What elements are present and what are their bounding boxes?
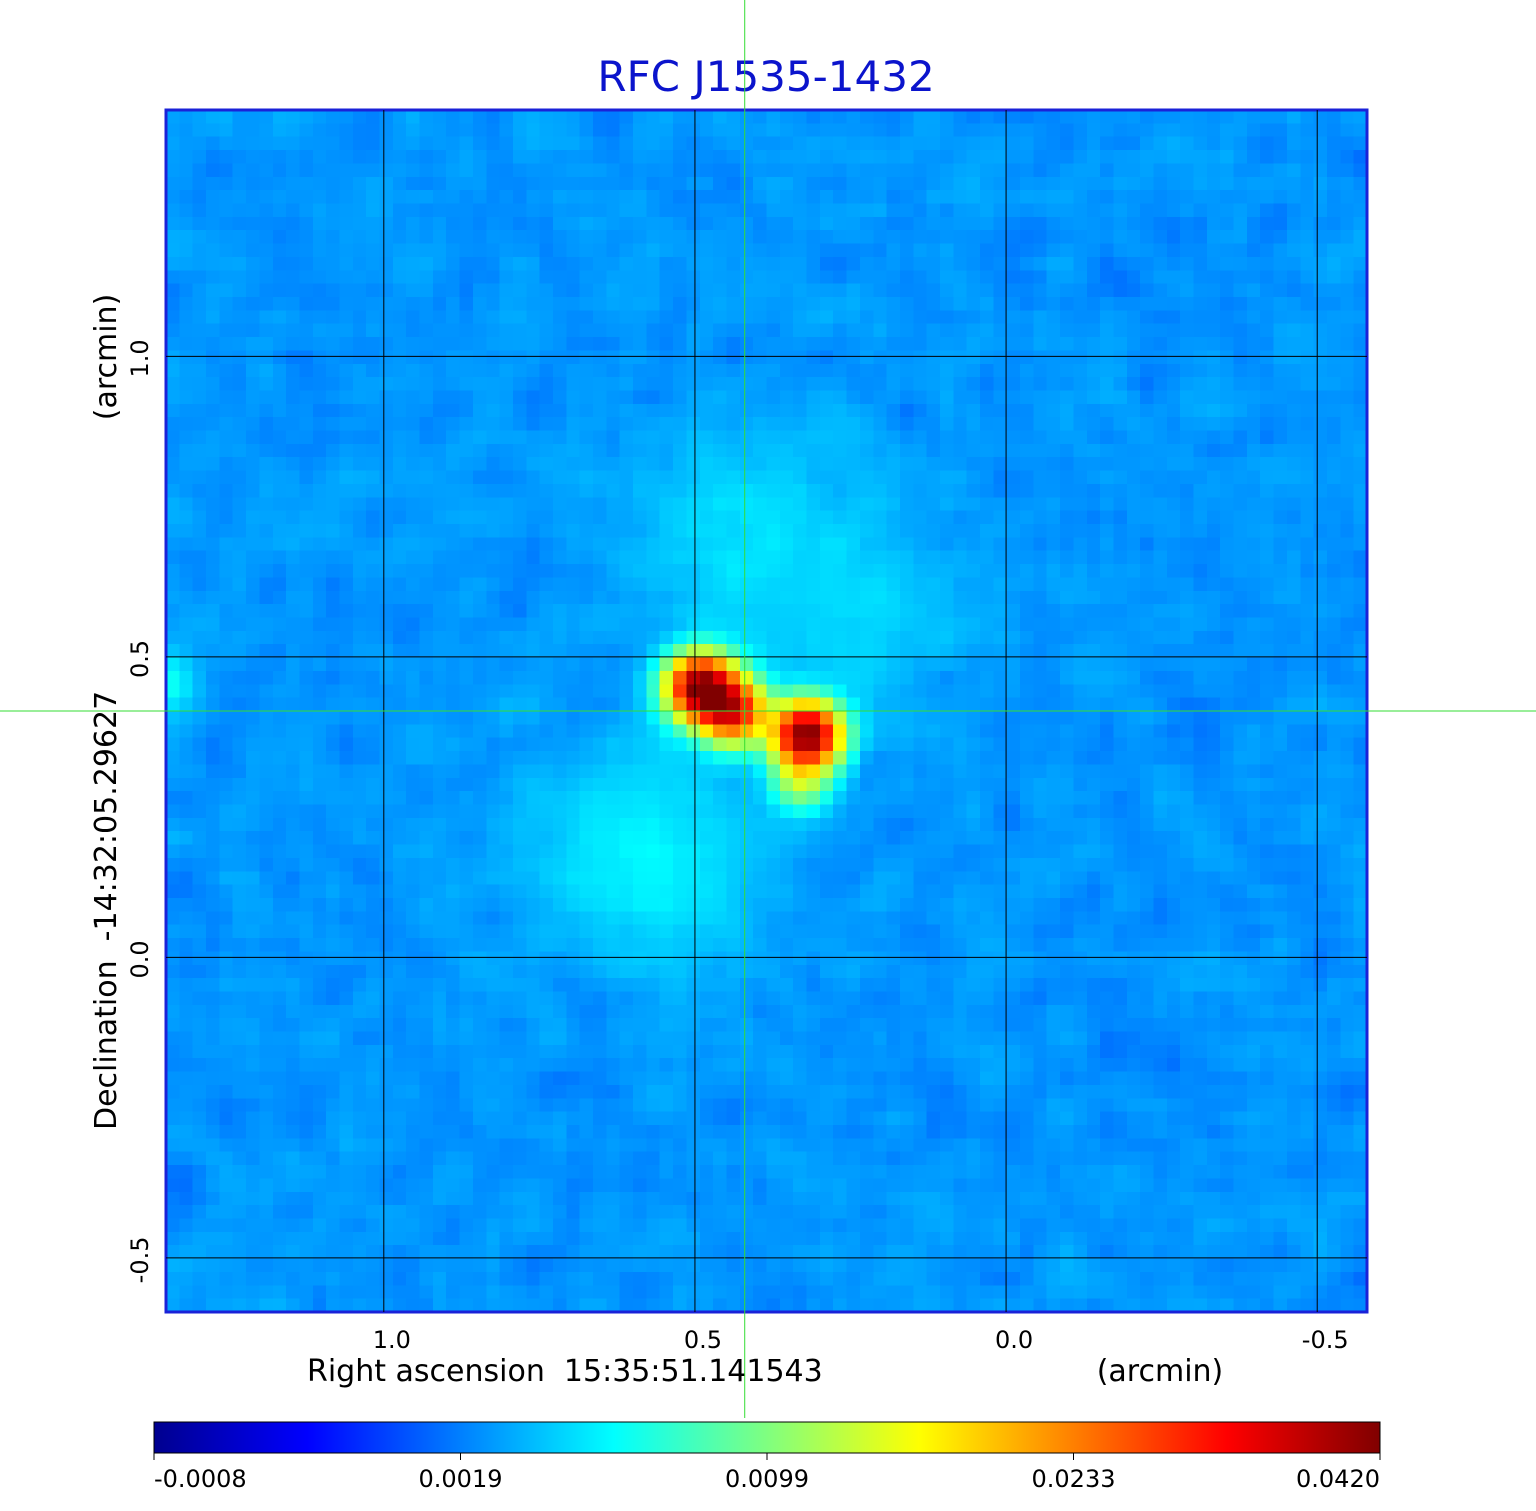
colorbar-label: -0.0008 <box>154 1465 247 1493</box>
x-tick-label: 0.0 <box>995 1326 1033 1354</box>
crosshair <box>0 0 1536 1418</box>
colorbar-label: 0.0233 <box>1032 1465 1116 1493</box>
x-axis-label: Right ascension 15:35:51.141543 <box>307 1354 823 1389</box>
y-tick-label: 0.0 <box>126 940 154 978</box>
y-tick-label: -0.5 <box>126 1236 154 1283</box>
y-axis-label: Declination -14:32:05.29627 <box>89 691 124 1130</box>
y-tick-label: 1.0 <box>126 339 154 377</box>
colorbar-label: 0.0099 <box>725 1465 809 1493</box>
colorbar-label: 0.0420 <box>1296 1465 1380 1493</box>
y-tick-labels: 1.0 0.5 0.0 -0.5 <box>126 339 154 1283</box>
y-axis-unit: (arcmin) <box>89 294 124 421</box>
colorbar-label: 0.0019 <box>419 1465 503 1493</box>
x-axis-unit: (arcmin) <box>1097 1354 1224 1389</box>
colorbar <box>153 1421 1381 1454</box>
x-tick-label: -0.5 <box>1302 1326 1349 1354</box>
x-tick-label: 1.0 <box>373 1326 411 1354</box>
chart-title: RFC J1535-1432 <box>597 52 934 101</box>
x-tick-labels: 1.0 0.5 0.0 -0.5 <box>373 1326 1349 1354</box>
grid <box>166 110 1367 1312</box>
x-tick-label: 0.5 <box>684 1326 722 1354</box>
colorbar-labels: -0.0008 0.0019 0.0099 0.0233 0.0420 <box>153 1453 1381 1493</box>
y-tick-label: 0.5 <box>126 640 154 678</box>
